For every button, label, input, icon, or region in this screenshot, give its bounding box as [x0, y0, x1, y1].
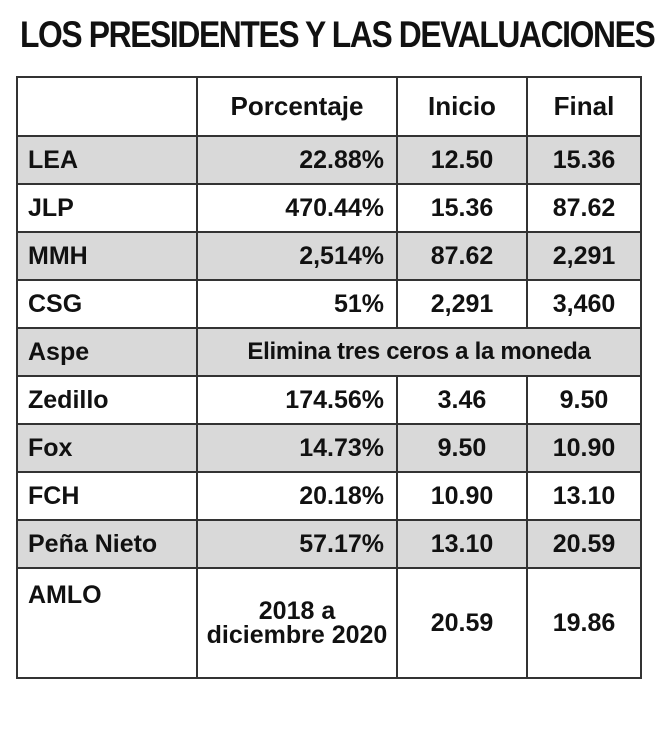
president-name: MMH	[16, 231, 198, 281]
president-name: JLP	[16, 183, 198, 233]
percentage-cell: 20.18%	[196, 471, 398, 521]
president-name: Fox	[16, 423, 198, 473]
end-value-cell: 3,460	[526, 279, 642, 329]
president-name: Aspe	[16, 327, 198, 377]
start-value-cell: 15.36	[396, 183, 528, 233]
start-value-cell: 12.50	[396, 135, 528, 185]
table-row: Aspe Elimina tres ceros a la moneda	[16, 327, 642, 377]
president-name: AMLO	[16, 567, 198, 679]
start-value-cell: 20.59	[396, 567, 528, 679]
start-value-cell: 9.50	[396, 423, 528, 473]
table-row: CSG 51% 2,291 3,460	[16, 279, 642, 329]
note-cell: Elimina tres ceros a la moneda	[196, 327, 642, 377]
devaluation-table: Porcentaje Inicio Final LEA 22.88% 12.50…	[16, 76, 642, 679]
table-row: LEA 22.88% 12.50 15.36	[16, 135, 642, 185]
table-row: Peña Nieto 57.17% 13.10 20.59	[16, 519, 642, 569]
start-value-cell: 87.62	[396, 231, 528, 281]
end-value-cell: 87.62	[526, 183, 642, 233]
president-name: Zedillo	[16, 375, 198, 425]
president-name: LEA	[16, 135, 198, 185]
end-value-cell: 15.36	[526, 135, 642, 185]
end-value-cell: 19.86	[526, 567, 642, 679]
percentage-cell: 22.88%	[196, 135, 398, 185]
header-porcentaje: Porcentaje	[196, 76, 398, 137]
percentage-cell: 2,514%	[196, 231, 398, 281]
end-value-cell: 10.90	[526, 423, 642, 473]
start-value-cell: 10.90	[396, 471, 528, 521]
president-name: FCH	[16, 471, 198, 521]
end-value-cell: 2,291	[526, 231, 642, 281]
start-value-cell: 13.10	[396, 519, 528, 569]
percentage-cell: 14.73%	[196, 423, 398, 473]
president-name: Peña Nieto	[16, 519, 198, 569]
end-value-cell: 9.50	[526, 375, 642, 425]
table-header-row: Porcentaje Inicio Final	[16, 76, 642, 137]
start-value-cell: 3.46	[396, 375, 528, 425]
end-value-cell: 13.10	[526, 471, 642, 521]
president-name: CSG	[16, 279, 198, 329]
table-row: Zedillo 174.56% 3.46 9.50	[16, 375, 642, 425]
start-value-cell: 2,291	[396, 279, 528, 329]
header-inicio: Inicio	[396, 76, 528, 137]
percentage-cell: 470.44%	[196, 183, 398, 233]
percentage-cell: 51%	[196, 279, 398, 329]
table-row: Fox 14.73% 9.50 10.90	[16, 423, 642, 473]
end-value-cell: 20.59	[526, 519, 642, 569]
percentage-cell: 174.56%	[196, 375, 398, 425]
header-final: Final	[526, 76, 642, 137]
table-row: FCH 20.18% 10.90 13.10	[16, 471, 642, 521]
page-title: LOS PRESIDENTES Y LAS DEVALUACIONES	[20, 14, 656, 55]
table-row: MMH 2,514% 87.62 2,291	[16, 231, 642, 281]
percentage-cell: 2018 a diciembre 2020	[196, 567, 398, 679]
percentage-cell: 57.17%	[196, 519, 398, 569]
table-row: AMLO 2018 a diciembre 2020 20.59 19.86	[16, 567, 642, 679]
table-row: JLP 470.44% 15.36 87.62	[16, 183, 642, 233]
header-blank	[16, 76, 198, 137]
